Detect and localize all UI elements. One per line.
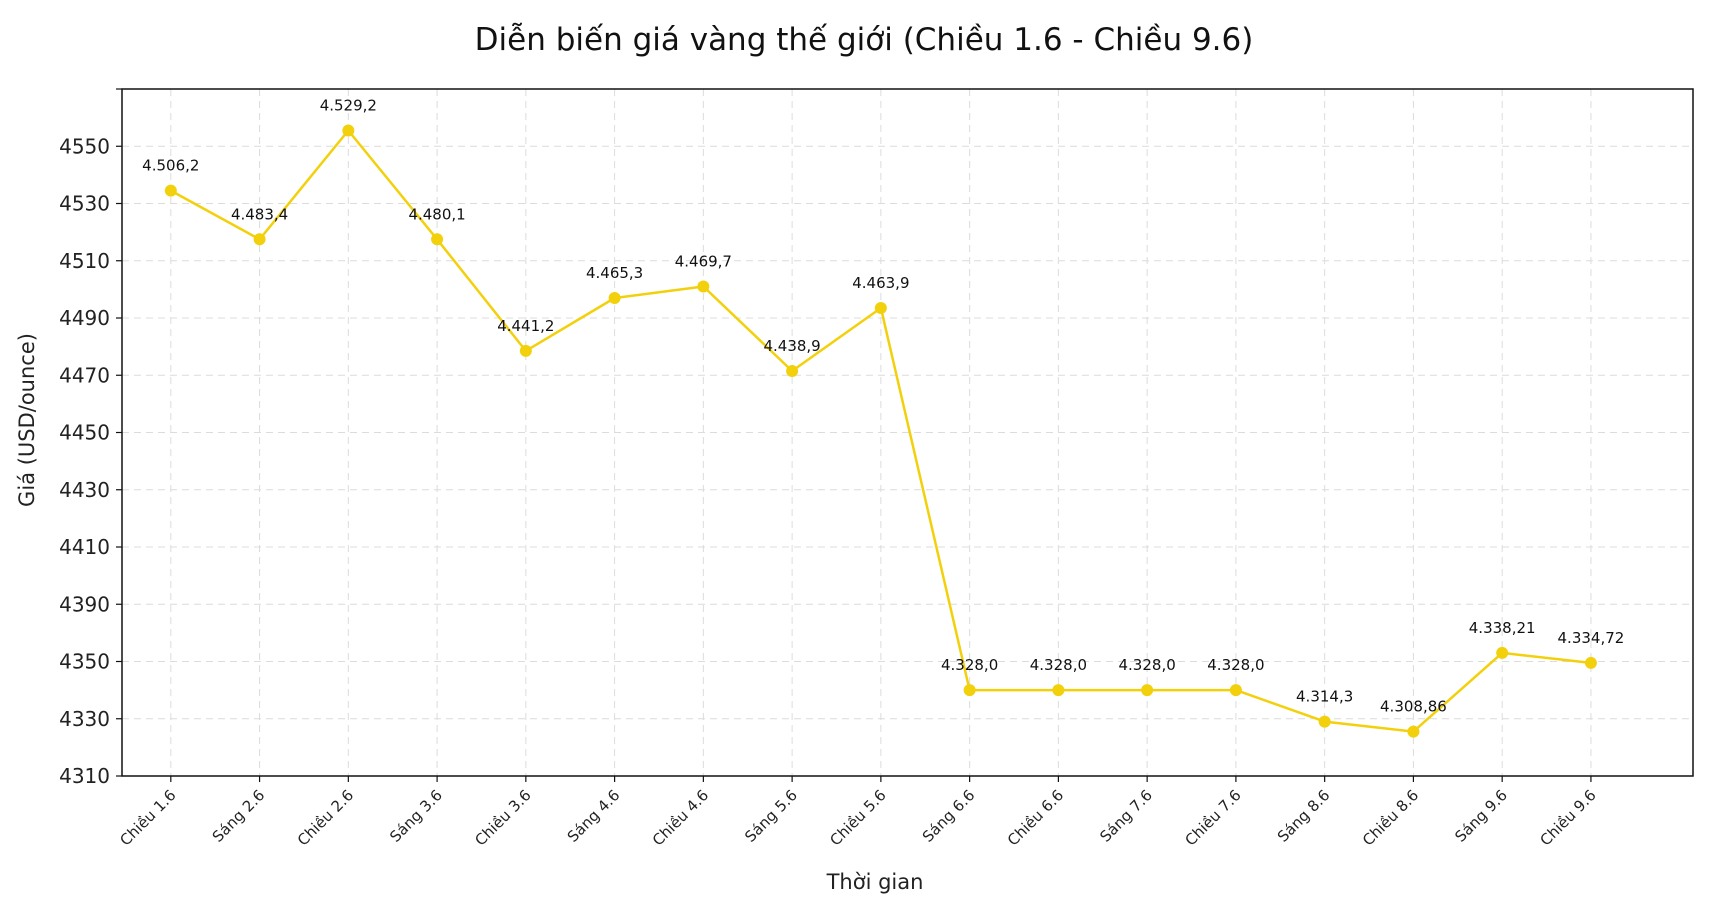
x-axis: Chiều 1.6 Sáng 2.6 Chiều 2.6 Sáng 3.6 Chiều … (116, 776, 1600, 849)
x-tick-label: Chiều 9.6 (1536, 786, 1599, 849)
x-tick-label: Sáng 6.6 (919, 786, 979, 846)
y-tick-label: 4510 (59, 249, 110, 273)
x-tick-label: Chiều 5.6 (826, 786, 889, 849)
y-tick-label: 4490 (59, 306, 110, 330)
data-label: 4.465,3 (586, 264, 643, 282)
y-tick-label: 4470 (59, 363, 110, 387)
x-tick-label: Chiều 6.6 (1004, 786, 1067, 849)
data-point (963, 684, 976, 697)
data-label: 4.328,0 (941, 656, 998, 674)
x-tick-label: Chiều 2.6 (294, 786, 357, 849)
y-tick-label: 4330 (59, 707, 110, 731)
data-point (431, 233, 444, 246)
data-points (164, 124, 1597, 738)
chart-title: Diễn biến giá vàng thế giới (Chiều 1.6 -… (475, 22, 1254, 58)
y-tick-label: 4310 (59, 764, 110, 788)
x-tick-label: Sáng 3.6 (386, 786, 446, 846)
data-label: 4.308,86 (1380, 698, 1447, 716)
x-tick-label: Sáng 5.6 (741, 786, 801, 846)
data-point (1318, 715, 1331, 728)
x-tick-label: Sáng 7.6 (1096, 786, 1156, 846)
data-point (1052, 684, 1065, 697)
x-axis-title: Thời gian (826, 870, 924, 894)
data-point (1584, 656, 1597, 669)
data-point (1229, 684, 1242, 697)
data-label: 4.338,21 (1469, 619, 1536, 637)
x-tick-label: Sáng 2.6 (209, 786, 269, 846)
x-tick-label: Chiều 4.6 (649, 786, 712, 849)
data-point (164, 184, 177, 197)
data-point (1496, 646, 1509, 659)
data-label: 4.328,0 (1207, 656, 1264, 674)
y-tick-label: 4390 (59, 592, 110, 616)
x-tick-label: Chiều 1.6 (116, 786, 179, 849)
x-tick-label: Sáng 8.6 (1274, 786, 1334, 846)
grid (122, 88, 1693, 777)
data-point (1141, 684, 1154, 697)
data-label: 4.438,9 (763, 337, 820, 355)
data-label: 4.483,4 (231, 205, 288, 223)
data-point (786, 364, 799, 377)
data-point (697, 280, 710, 293)
data-label: 4.328,0 (1030, 656, 1087, 674)
data-point (253, 233, 266, 246)
data-point (874, 301, 887, 314)
data-labels: 4.506,2 4.483,4 4.529,2 4.480,1 4.441,2 4.465… (142, 97, 1624, 716)
x-tick-label: Chiều 8.6 (1359, 786, 1422, 849)
data-label: 4.463,9 (852, 274, 909, 292)
y-tick-label: 4450 (59, 421, 110, 445)
x-tick-label: Sáng 9.6 (1451, 786, 1511, 846)
data-label: 4.469,7 (675, 253, 732, 271)
x-tick-label: Sáng 4.6 (564, 786, 624, 846)
x-tick-label: Chiều 7.6 (1181, 786, 1244, 849)
data-point (608, 291, 621, 304)
x-tick-label: Chiều 3.6 (471, 786, 534, 849)
data-point (342, 124, 355, 137)
y-tick-label: 4350 (59, 650, 110, 674)
data-point (519, 344, 532, 357)
y-tick-label: 4530 (59, 192, 110, 216)
data-label: 4.529,2 (320, 97, 377, 115)
data-label: 4.506,2 (142, 157, 199, 175)
data-point (1407, 725, 1420, 738)
data-label: 4.334,72 (1558, 629, 1625, 647)
data-label: 4.328,0 (1119, 656, 1176, 674)
y-tick-label: 4430 (59, 478, 110, 502)
y-axis-title: Giá (USD/ounce) (15, 333, 39, 507)
y-tick-label: 4550 (59, 134, 110, 158)
data-label: 4.314,3 (1296, 688, 1353, 706)
data-label: 4.480,1 (408, 205, 465, 223)
y-tick-label: 4410 (59, 535, 110, 559)
data-label: 4.441,2 (497, 317, 554, 335)
y-axis: 4310 4330 4350 4390 4410 4430 4450 4470 4490 4510… (59, 88, 122, 788)
